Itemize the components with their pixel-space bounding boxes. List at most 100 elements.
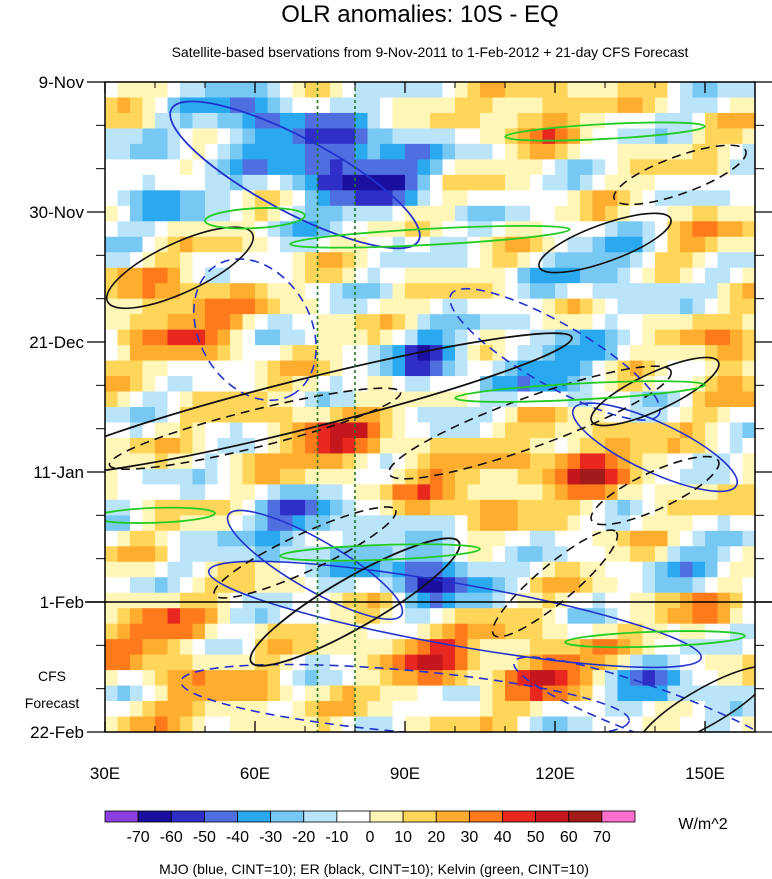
heatmap-cell	[492, 716, 506, 732]
heatmap-cell	[130, 283, 144, 300]
heatmap-cell	[105, 391, 119, 408]
heatmap-cell	[680, 345, 694, 362]
heatmap-cell	[205, 608, 219, 625]
heatmap-cell	[480, 205, 494, 222]
heatmap-cell	[355, 298, 369, 315]
heatmap-cell	[555, 159, 569, 176]
contour-line	[387, 365, 673, 480]
heatmap-cell	[417, 252, 431, 269]
heatmap-cell	[717, 639, 731, 656]
heatmap-cell	[142, 298, 156, 315]
heatmap-cell	[205, 112, 219, 130]
heatmap-cell	[455, 376, 469, 393]
heatmap-cell	[230, 670, 244, 687]
heatmap-cell	[530, 112, 544, 130]
heatmap-cell	[542, 267, 556, 284]
heatmap-cell	[717, 174, 731, 191]
heatmap-cell	[392, 716, 406, 732]
heatmap-cell	[205, 515, 219, 532]
heatmap-cell	[130, 97, 144, 114]
heatmap-cell	[442, 298, 456, 315]
heatmap-cell	[380, 112, 394, 130]
heatmap-cell	[730, 128, 744, 145]
heatmap-cell	[167, 468, 181, 485]
heatmap-cell	[355, 468, 369, 485]
colorbar-swatch	[601, 810, 636, 823]
heatmap-cell	[330, 97, 344, 114]
heatmap-cell	[467, 468, 481, 485]
heatmap-cell	[717, 190, 731, 207]
heatmap-cell	[542, 360, 556, 377]
heatmap-cell	[330, 376, 344, 393]
heatmap-cell	[680, 592, 694, 609]
heatmap-cell	[717, 407, 731, 424]
heatmap-cell	[692, 437, 706, 455]
heatmap-cell	[442, 592, 456, 609]
heatmap-cell	[392, 407, 406, 424]
heatmap-cell	[380, 453, 394, 470]
heatmap-cell	[242, 577, 256, 594]
heatmap-cell	[392, 701, 406, 718]
heatmap-cell	[117, 236, 131, 253]
heatmap-cell	[467, 453, 481, 470]
heatmap-cell	[717, 314, 731, 331]
heatmap-cell	[280, 407, 294, 424]
heatmap-cell	[117, 670, 131, 687]
heatmap-cell	[105, 283, 119, 300]
heatmap-cell	[730, 546, 744, 563]
heatmap-cell	[355, 453, 369, 470]
heatmap-cell	[642, 112, 656, 130]
heatmap-cell	[617, 298, 631, 315]
heatmap-cell	[355, 267, 369, 284]
heatmap-cell	[380, 654, 394, 671]
heatmap-cell	[730, 376, 744, 393]
colorbar-label: -50	[193, 829, 216, 846]
heatmap-cell	[492, 422, 506, 439]
heatmap-cell	[142, 623, 156, 640]
heatmap-cell	[405, 97, 419, 114]
heatmap-cell	[242, 159, 256, 176]
heatmap-cell	[255, 82, 269, 99]
heatmap-cell	[680, 654, 694, 671]
heatmap-cell	[242, 314, 256, 331]
heatmap-cell	[617, 561, 631, 578]
heatmap-cell	[355, 499, 369, 516]
heatmap-cell	[617, 701, 631, 718]
heatmap-cell	[617, 592, 631, 609]
heatmap-cell	[355, 159, 369, 176]
heatmap-cell	[455, 128, 469, 145]
heatmap-cell	[392, 376, 406, 393]
heatmap-cell	[555, 143, 569, 160]
heatmap-cell	[555, 329, 569, 346]
heatmap-cell	[317, 267, 331, 284]
heatmap-cell	[442, 112, 456, 130]
heatmap-cell	[655, 190, 669, 207]
heatmap-cell	[192, 252, 206, 269]
heatmap-cell	[142, 97, 156, 114]
heatmap-cell	[742, 376, 755, 393]
heatmap-cell	[517, 143, 531, 160]
heatmap-cell	[167, 236, 181, 253]
heatmap-cell	[517, 314, 531, 331]
heatmap-cell	[580, 252, 594, 269]
heatmap-cell	[255, 407, 269, 424]
heatmap-cell	[592, 577, 606, 594]
heatmap-cell	[742, 236, 755, 253]
heatmap-cell	[342, 159, 356, 176]
heatmap-cell	[680, 283, 694, 300]
heatmap-cell	[642, 97, 656, 114]
heatmap-cell	[305, 252, 319, 269]
heatmap-cell	[617, 360, 631, 377]
heatmap-cell	[380, 97, 394, 114]
heatmap-cell	[430, 159, 444, 176]
heatmap-cell	[592, 561, 606, 578]
heatmap-cell	[205, 329, 219, 346]
heatmap-cell	[505, 499, 519, 516]
heatmap-cell	[167, 561, 181, 578]
heatmap-cell	[692, 685, 706, 702]
heatmap-cell	[242, 670, 256, 687]
heatmap-cell	[505, 283, 519, 300]
heatmap-cell	[105, 376, 119, 393]
heatmap-cell	[292, 174, 306, 191]
heatmap-cell	[180, 437, 194, 455]
